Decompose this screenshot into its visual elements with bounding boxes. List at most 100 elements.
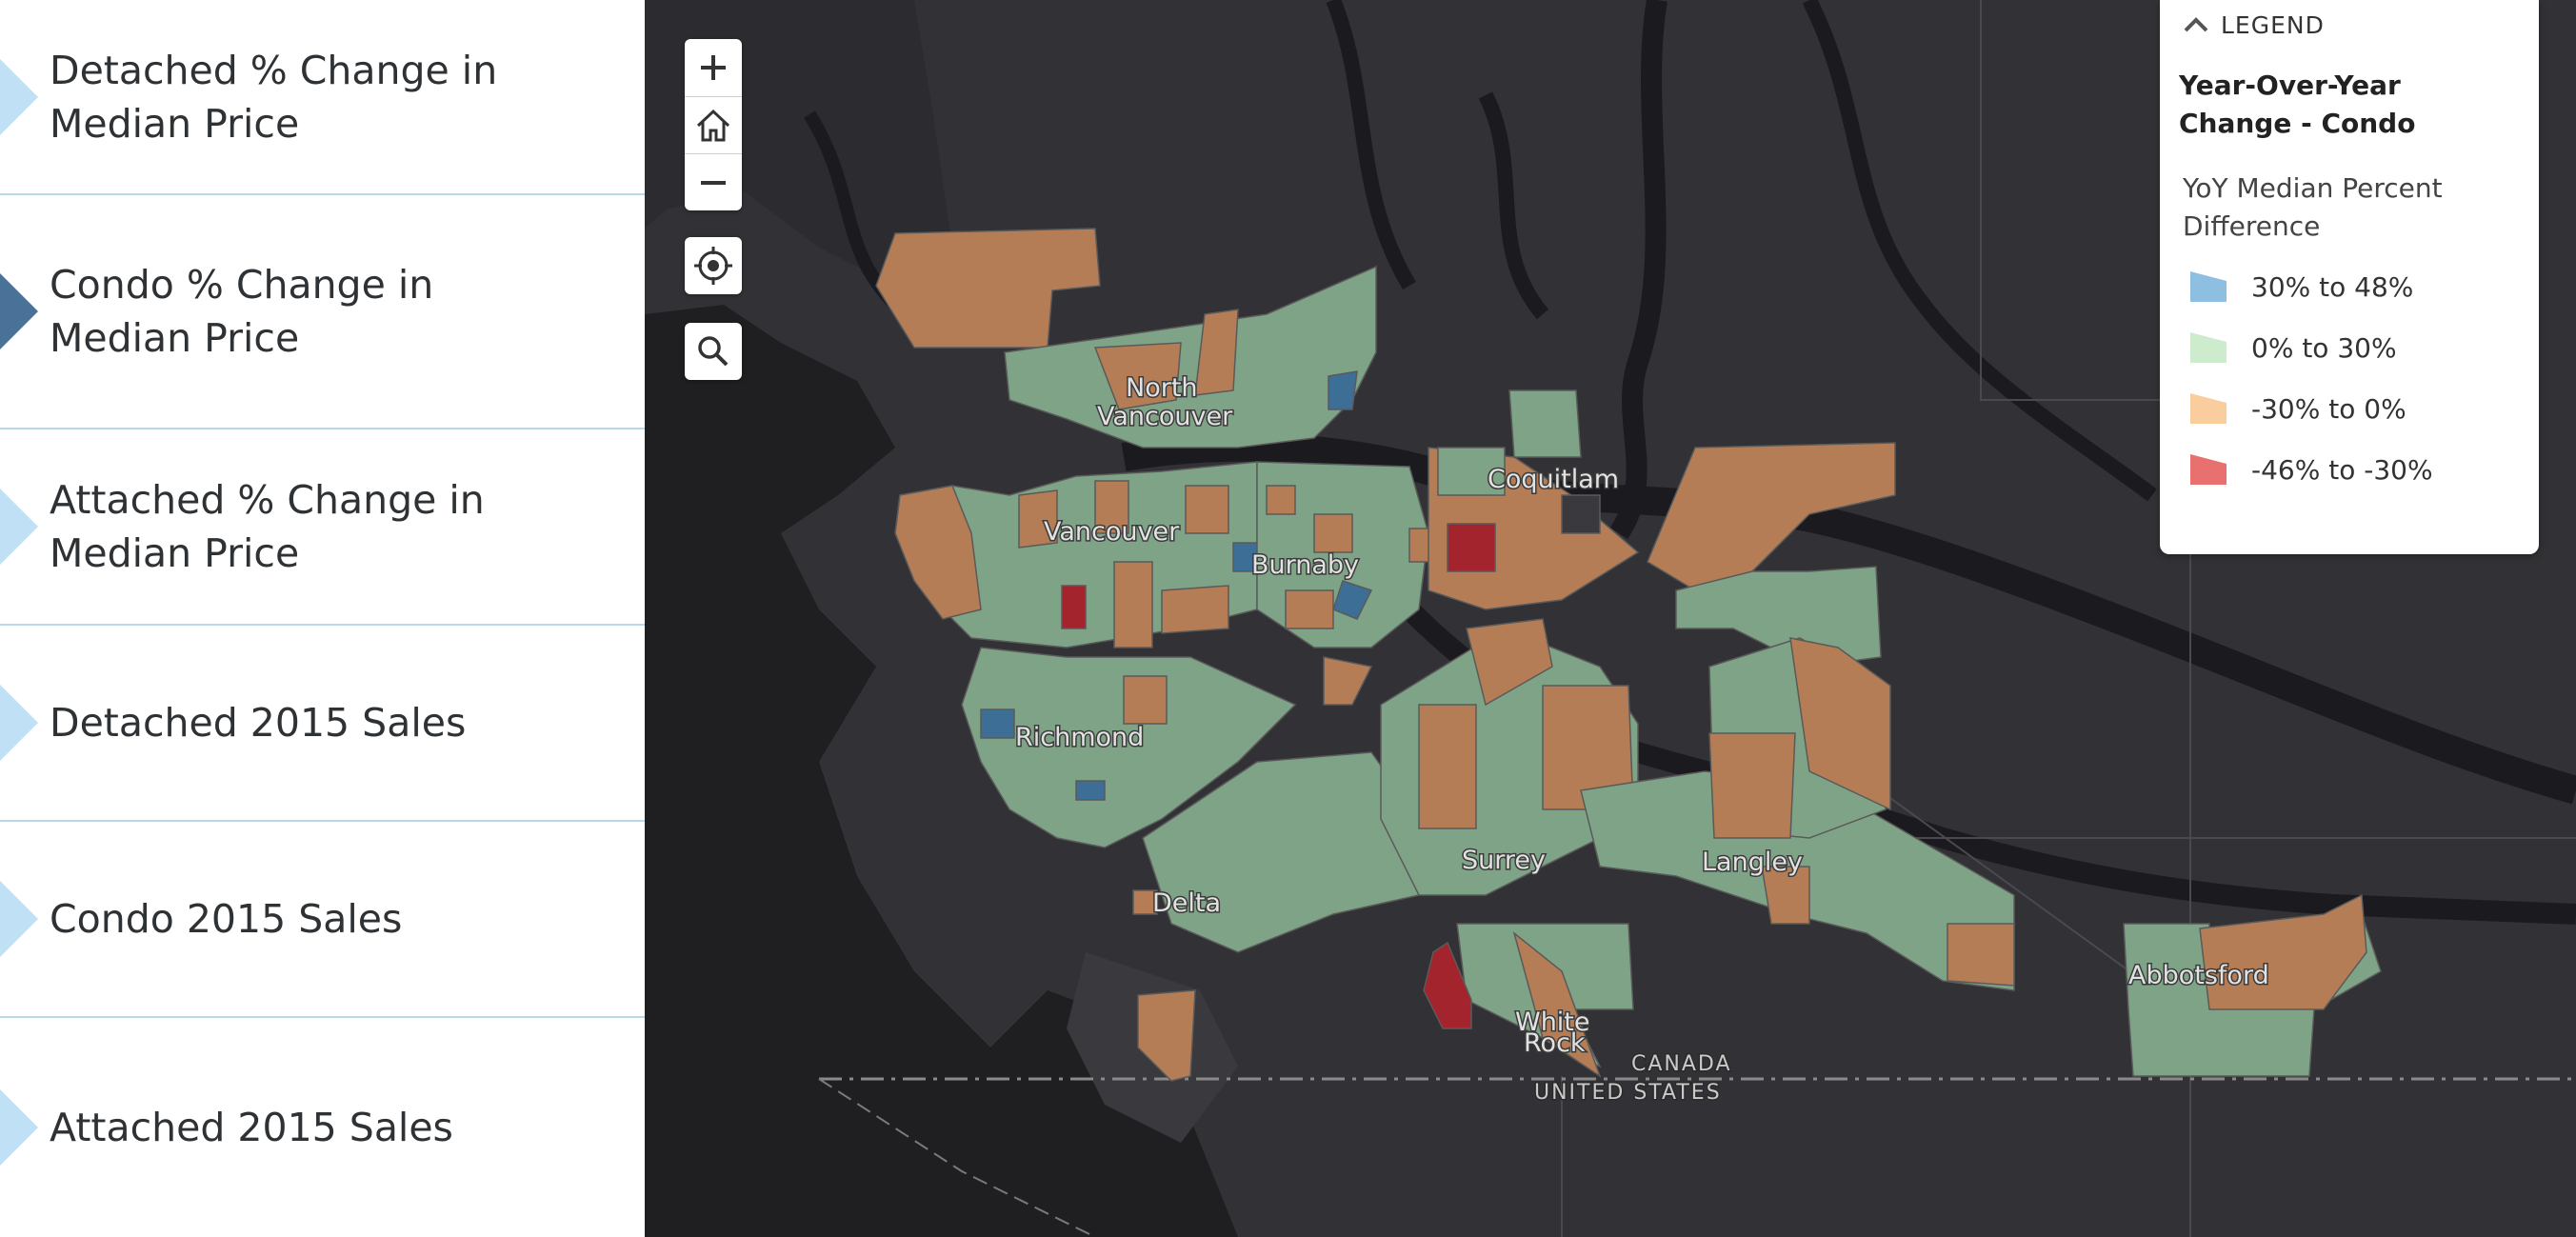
layer-sidebar: Detached % Change in Median Price Condo … [0,0,645,1237]
chevron-right-icon [0,685,38,761]
region[interactable] [1789,637,1891,811]
region[interactable] [1466,618,1553,707]
minus-icon [701,180,726,185]
chevron-right-icon [0,881,38,957]
region[interactable] [1194,309,1239,396]
sidebar-item-label: Attached 2015 Sales [50,1105,453,1150]
region[interactable] [1137,989,1196,1082]
region[interactable] [1675,566,1882,668]
label-richmond: Richmond [1015,723,1144,752]
region[interactable] [1132,889,1158,915]
choropleth-regions[interactable] [875,228,2382,1082]
region[interactable] [1075,780,1106,801]
legend-swatch [2190,454,2227,485]
region[interactable] [1447,523,1496,572]
label-surrey: Surrey [1462,846,1546,875]
region[interactable] [980,708,1015,739]
label-langley: Langley [1702,848,1803,877]
region[interactable] [875,228,1101,349]
legend-item: 0% to 30% [2188,330,2397,365]
region[interactable] [1561,494,1601,534]
region[interactable] [1061,585,1087,629]
sidebar-item-attached-sales[interactable]: Attached 2015 Sales [0,1018,645,1237]
label-north-vancouver-1: North [1126,373,1198,403]
region[interactable] [1332,580,1373,620]
legend-swatch [2190,332,2227,363]
region[interactable] [1708,732,1796,839]
region[interactable] [1285,589,1334,629]
sidebar-item-condo-sales[interactable]: Condo 2015 Sales [0,822,645,1018]
label-canada: CANADA [1631,1052,1732,1076]
legend-item-label: -30% to 0% [2251,392,2406,425]
region[interactable] [1094,480,1129,534]
sidebar-item-detached-sales[interactable]: Detached 2015 Sales [0,626,645,822]
legend-swatch [2190,271,2227,302]
sidebar-item-label: Condo 2015 Sales [50,896,403,942]
place-labels: North Vancouver Vancouver Burnaby Coquit… [1014,372,2271,1107]
region[interactable] [1123,675,1168,725]
region[interactable] [1647,442,1896,591]
region[interactable] [2199,893,2367,1010]
search-icon [698,336,729,367]
legend-toggle[interactable]: LEGEND [2181,10,2325,40]
legend-subtitle: YoY Median Percent Difference [2183,172,2443,242]
region[interactable] [1313,513,1353,553]
home-icon [696,109,730,141]
sidebar-item-attached-change[interactable]: Attached % Change in Median Price [0,429,645,626]
region[interactable] [1185,485,1229,534]
region[interactable] [1761,866,1810,925]
search-control [685,323,742,380]
sidebar-item-label: Attached % Change in Median Price [50,477,485,576]
legend-header: LEGEND [2221,10,2325,39]
region[interactable] [1093,342,1182,410]
home-button[interactable] [685,96,742,153]
region[interactable] [961,647,1297,848]
region[interactable] [1004,265,1377,449]
sidebar-item-label: Detached 2015 Sales [50,700,467,746]
region[interactable] [894,485,982,620]
zoom-in-button[interactable] [685,39,742,96]
locate-button[interactable] [685,237,742,294]
region[interactable] [1418,704,1477,829]
label-vancouver: Vancouver [1044,517,1180,547]
locate-control [685,237,742,294]
search-button[interactable] [685,323,742,380]
region[interactable] [1328,370,1358,410]
label-united-states: UNITED STATES [1534,1081,1722,1105]
chevron-right-icon [0,58,38,135]
region[interactable] [1508,389,1582,458]
zoom-controls [685,39,742,210]
chevron-right-icon [0,273,38,349]
sidebar-item-label: Detached % Change in Median Price [50,47,498,147]
legend-item: -46% to -30% [2188,452,2433,487]
sidebar-item-condo-change[interactable]: Condo % Change in Median Price [0,195,645,429]
legend-item-label: 30% to 48% [2251,270,2414,303]
region[interactable] [1161,585,1229,634]
label-white-rock-1: White [1515,1008,1590,1037]
region[interactable] [1437,447,1506,496]
chevron-right-icon [0,489,38,565]
legend-swatch [2190,393,2227,424]
label-delta: Delta [1152,888,1221,918]
label-coquitlam: Coquitlam [1488,465,1619,494]
region[interactable] [1266,485,1296,515]
zoom-out-button[interactable] [685,153,742,210]
legend-item-label: -46% to -30% [2251,453,2433,486]
region[interactable] [1018,489,1058,549]
chevron-up-icon [2184,17,2208,32]
legend-title: Year-Over-Year Change - Condo [2179,70,2416,139]
label-burnaby: Burnaby [1251,550,1359,580]
legend-item: -30% to 0% [2188,391,2406,426]
region[interactable] [1423,941,1472,1029]
legend-panel: LEGEND Year-Over-Year Change - Condo YoY… [2160,0,2539,554]
plus-icon [701,55,726,80]
sidebar-item-label: Condo % Change in Median Price [50,262,434,361]
locate-icon [694,247,732,285]
region[interactable] [1947,923,2015,987]
legend-item: 30% to 48% [2188,269,2413,304]
region[interactable] [1113,561,1153,648]
region[interactable] [1323,656,1373,706]
sidebar-item-detached-change[interactable]: Detached % Change in Median Price [0,0,645,195]
legend-item-label: 0% to 30% [2251,331,2397,364]
region[interactable] [1512,930,1602,1078]
